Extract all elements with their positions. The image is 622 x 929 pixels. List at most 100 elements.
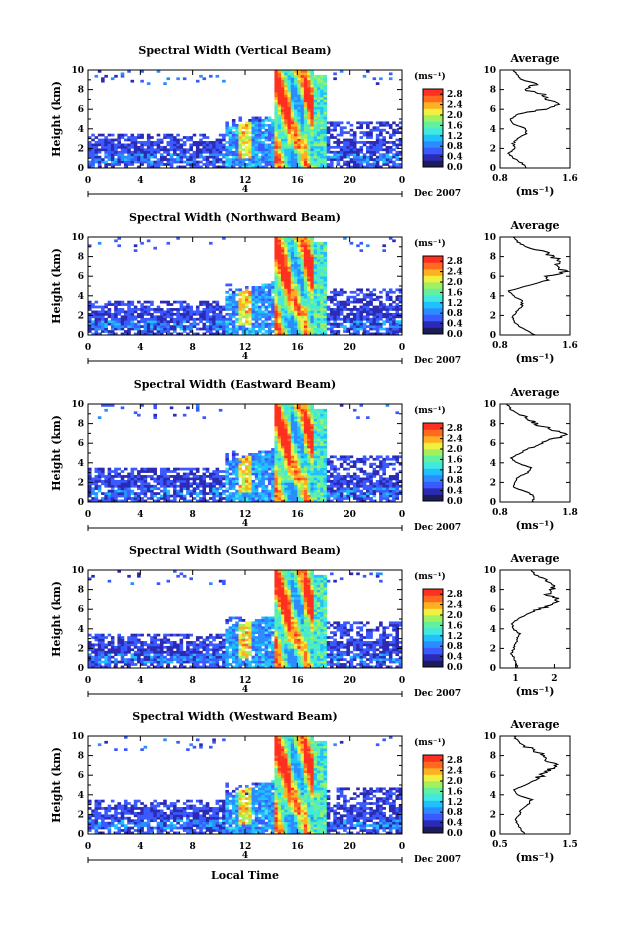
heatmap-cell xyxy=(166,477,171,481)
heatmap-cell xyxy=(261,492,265,495)
heatmap-cell xyxy=(294,406,298,410)
heatmap-cell xyxy=(212,143,216,147)
heatmap-cell xyxy=(320,246,324,250)
heatmap-cell xyxy=(287,433,292,437)
heatmap-cell xyxy=(261,126,265,130)
heatmap-cell xyxy=(395,153,400,157)
heatmap-cell xyxy=(382,320,386,324)
heatmap-cell xyxy=(339,308,344,311)
heatmap-cell xyxy=(303,472,308,476)
heatmap-cell xyxy=(163,497,167,500)
x-tick-label: 12 xyxy=(239,343,252,353)
heatmap-cell xyxy=(287,300,292,304)
heatmap-cell xyxy=(280,330,285,333)
heatmap-cell xyxy=(330,123,334,127)
heatmap-cell xyxy=(169,325,174,328)
heatmap-cell xyxy=(248,290,252,294)
heatmap-cell xyxy=(320,487,324,491)
heatmap-cell xyxy=(88,308,92,311)
heatmap-cell xyxy=(366,131,370,134)
heatmap-cell xyxy=(231,150,236,154)
heatmap-cell xyxy=(140,475,144,478)
heatmap-cell xyxy=(169,143,174,147)
heatmap-cell xyxy=(303,411,308,415)
heatmap-cell xyxy=(267,288,272,292)
heatmap-cell xyxy=(290,123,295,127)
heatmap-cell xyxy=(166,308,171,311)
heatmap-cell xyxy=(261,303,265,306)
heatmap-cell xyxy=(107,158,112,161)
heatmap-cell xyxy=(388,155,393,159)
heatmap-cell xyxy=(137,312,141,316)
heatmap-cell xyxy=(166,470,171,473)
heatmap-cell xyxy=(146,484,151,488)
heatmap-cell xyxy=(280,448,285,451)
heatmap-cell xyxy=(271,310,275,314)
heatmap-cell xyxy=(280,325,285,328)
heatmap-cell xyxy=(290,465,295,468)
heatmap-cell xyxy=(261,477,265,481)
heatmap-cell xyxy=(251,293,256,297)
heatmap-cell xyxy=(294,325,298,328)
heatmap-cell xyxy=(294,435,298,439)
heatmap-cell xyxy=(277,136,282,139)
heatmap-cell xyxy=(320,256,324,260)
heatmap-cell xyxy=(287,421,292,424)
heatmap-cell xyxy=(297,300,301,304)
heatmap-cell xyxy=(297,470,301,473)
heatmap-cell xyxy=(313,421,318,424)
heatmap-cell xyxy=(287,84,292,88)
heatmap-cell xyxy=(385,317,390,321)
heatmap-cell xyxy=(156,143,161,147)
heatmap-cell xyxy=(127,492,131,495)
heatmap-cell xyxy=(133,315,138,319)
heatmap-cell xyxy=(133,136,138,139)
heatmap-cell xyxy=(280,300,285,304)
heatmap-cell xyxy=(241,482,246,486)
heatmap-cell xyxy=(166,148,171,152)
heatmap-cell xyxy=(166,153,171,157)
heatmap-cell xyxy=(310,467,314,471)
heatmap-cell xyxy=(326,165,331,169)
heatmap-cell xyxy=(248,298,252,301)
heatmap-cell xyxy=(303,109,308,112)
heatmap-cell xyxy=(97,489,102,493)
heatmap-cell xyxy=(356,126,360,130)
heatmap-cell xyxy=(114,497,118,500)
heatmap-cell xyxy=(186,484,190,488)
heatmap-cell xyxy=(274,300,279,304)
heatmap-cell xyxy=(130,158,135,161)
heatmap-cell xyxy=(222,148,226,152)
heatmap-cell xyxy=(137,148,141,152)
heatmap-cell xyxy=(254,145,259,149)
heatmap-cell xyxy=(248,141,252,144)
heatmap-cell xyxy=(209,484,213,488)
heatmap-cell xyxy=(277,404,282,407)
heatmap-cell xyxy=(284,281,288,284)
heatmap-cell xyxy=(163,499,167,503)
heatmap-cell xyxy=(323,411,328,415)
heatmap-cell xyxy=(294,494,298,498)
heatmap-cell xyxy=(284,101,288,105)
heatmap-cell xyxy=(159,484,164,488)
heatmap-cell xyxy=(392,305,396,309)
heatmap-cell xyxy=(280,283,285,287)
heatmap-cell xyxy=(258,116,262,120)
average-x-tick-label: 0.8 xyxy=(492,174,508,184)
heatmap-cell xyxy=(372,128,377,132)
heatmap-cell xyxy=(277,330,282,333)
heatmap-cell xyxy=(323,484,328,488)
heatmap-cell xyxy=(320,433,324,437)
heatmap-cell xyxy=(261,133,265,137)
heatmap-cell xyxy=(222,497,226,500)
heatmap-cell xyxy=(101,322,105,326)
heatmap-cell xyxy=(320,74,324,78)
heatmap-cell xyxy=(101,141,105,144)
heatmap-cell xyxy=(110,494,115,498)
heatmap-cell xyxy=(267,494,272,498)
heatmap-cell xyxy=(231,160,236,164)
heatmap-cell xyxy=(264,450,269,454)
heatmap-cell xyxy=(110,158,115,161)
heatmap-cell xyxy=(320,273,324,277)
heatmap-cell xyxy=(205,499,210,503)
